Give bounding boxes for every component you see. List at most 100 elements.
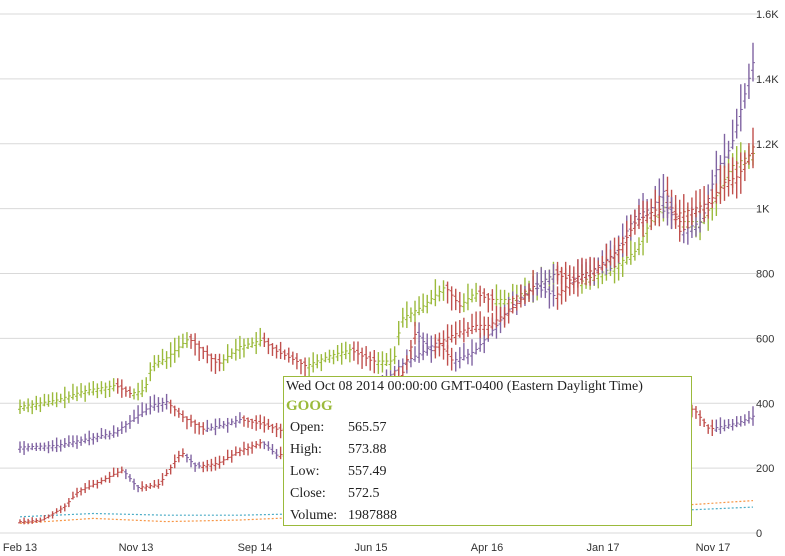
ohlc-bar xyxy=(327,349,332,363)
ohlc-bar xyxy=(474,342,479,355)
ohlc-bar xyxy=(136,405,141,424)
ohlc-bar xyxy=(400,365,405,379)
ohlc-bar xyxy=(87,430,92,446)
ohlc-bar xyxy=(70,383,75,400)
ohlc-bar xyxy=(66,498,71,508)
ohlc-bar xyxy=(710,419,715,436)
ohlc-bar xyxy=(115,467,120,478)
ohlc-bar xyxy=(156,479,161,489)
ohlc-bar xyxy=(457,291,462,314)
ohlc-bar xyxy=(734,416,739,428)
ohlc-bar xyxy=(588,256,593,286)
ohlc-bar xyxy=(555,261,560,281)
ohlc-bar xyxy=(50,511,55,519)
ohlc-bar xyxy=(197,422,202,435)
ohlc-bar xyxy=(58,439,63,452)
ohlc-bar xyxy=(270,343,275,356)
ohlc-bar xyxy=(164,351,169,369)
ohlc-bar xyxy=(180,410,185,423)
tooltip-value: 572.5 xyxy=(348,486,380,501)
ohlc-bar xyxy=(115,378,120,394)
ohlc-bar xyxy=(156,397,161,413)
ohlc-bar xyxy=(453,321,458,345)
ohlc-bar xyxy=(421,293,426,313)
ohlc-bar xyxy=(30,517,35,524)
ohlc-bar xyxy=(152,355,157,372)
y-tick-label: 200 xyxy=(756,463,774,475)
ohlc-bar xyxy=(127,474,132,482)
ohlc-bar xyxy=(734,108,739,139)
ohlc-bar xyxy=(559,278,564,305)
ohlc-bar xyxy=(734,161,739,199)
ohlc-bar xyxy=(201,461,206,473)
y-tick-label: 0 xyxy=(756,528,762,540)
ohlc-bar xyxy=(527,283,532,303)
ohlc-bar xyxy=(140,481,145,492)
ohlc-bar xyxy=(75,487,80,498)
data-tooltip: Wed Oct 08 2014 00:00:00 GMT-0400 (Easte… xyxy=(283,376,692,526)
ohlc-bar xyxy=(79,383,84,398)
ohlc-bar xyxy=(551,264,556,284)
ohlc-bar xyxy=(233,446,238,456)
ohlc-bar xyxy=(470,288,475,303)
ohlc-bar xyxy=(229,449,234,463)
ohlc-bar xyxy=(241,415,246,427)
ohlc-bar xyxy=(270,423,275,434)
ohlc-bar xyxy=(193,419,198,434)
ohlc-bar xyxy=(205,459,210,472)
ohlc-bar xyxy=(46,441,51,454)
tooltip-label: Volume: xyxy=(290,508,338,523)
ohlc-bar xyxy=(34,395,39,411)
ohlc-bar xyxy=(433,334,438,359)
ohlc-bar xyxy=(461,343,466,361)
tooltip-label: High: xyxy=(290,442,322,457)
ohlc-bar xyxy=(575,259,580,288)
ohlc-bar xyxy=(237,447,242,457)
ohlc-bar xyxy=(319,354,324,372)
ohlc-bar xyxy=(514,295,519,311)
ohlc-bar xyxy=(449,347,454,371)
ohlc-bar xyxy=(645,201,650,224)
ohlc-bar xyxy=(127,386,132,398)
ohlc-bar xyxy=(233,415,238,428)
ohlc-bar xyxy=(722,419,727,432)
ohlc-bar xyxy=(746,143,751,165)
ohlc-bar xyxy=(490,289,495,311)
ohlc-bar xyxy=(160,348,165,366)
ohlc-bar xyxy=(246,417,251,428)
ohlc-bar xyxy=(404,355,409,370)
y-axis: 0 200 400 600 800 1K 1.2K 1.4K 1.6K xyxy=(756,9,779,540)
ohlc-bar xyxy=(152,394,157,411)
ohlc-bar xyxy=(486,316,491,339)
y-tick-label: 1.6K xyxy=(756,9,779,21)
tooltip-row-close: Close: 572.5 xyxy=(288,483,399,505)
ohlc-bar xyxy=(522,289,527,305)
ohlc-bar xyxy=(323,352,328,363)
ohlc-bar xyxy=(87,382,92,396)
ohlc-bar xyxy=(250,441,255,454)
ohlc-bar xyxy=(355,341,360,365)
ohlc-bar xyxy=(123,420,128,433)
x-tick-label: Jan 17 xyxy=(586,542,619,554)
ohlc-bar xyxy=(278,423,283,439)
ohlc-bar xyxy=(751,42,755,82)
ohlc-bar xyxy=(62,503,67,512)
ohlc-bar xyxy=(441,280,446,301)
ohlc-bar xyxy=(718,417,723,434)
ohlc-bar xyxy=(83,385,88,402)
ohlc-bar xyxy=(368,351,373,371)
ohlc-bar xyxy=(209,458,214,472)
ohlc-bar xyxy=(502,307,507,328)
ohlc-bar xyxy=(258,327,263,347)
ohlc-bar xyxy=(494,284,499,306)
ohlc-bar xyxy=(335,344,340,362)
ohlc-bar xyxy=(738,415,743,427)
ohlc-bar xyxy=(303,357,308,377)
y-tick-label: 1K xyxy=(756,204,770,216)
ohlc-bar xyxy=(380,351,385,373)
ohlc-bar xyxy=(266,418,271,430)
ohlc-bar xyxy=(624,220,629,256)
ohlc-bar xyxy=(417,341,422,363)
ohlc-bar xyxy=(213,353,218,374)
ohlc-bar xyxy=(213,418,218,436)
